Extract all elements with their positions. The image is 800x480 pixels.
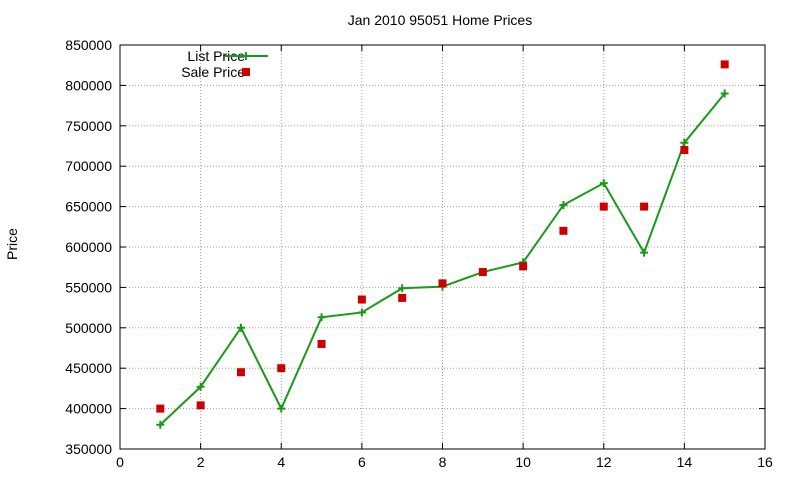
sale-price-point — [317, 339, 326, 348]
sale-price-point — [478, 268, 487, 277]
legend-label-sale-price: Sale Price — [181, 64, 245, 80]
x-tick-label: 12 — [596, 454, 612, 470]
y-tick-label: 800000 — [65, 77, 112, 93]
y-tick-label: 550000 — [65, 279, 112, 295]
y-tick-label: 650000 — [65, 199, 112, 215]
sale-price-point — [236, 368, 245, 377]
sale-price-point — [398, 293, 407, 302]
list-price-point — [317, 313, 326, 322]
list-price-point — [196, 382, 205, 391]
list-price-point — [680, 138, 689, 147]
sale-price-point — [277, 364, 286, 373]
x-tick-label: 4 — [277, 454, 285, 470]
x-tick-label: 0 — [116, 454, 124, 470]
sale-price-point — [357, 295, 366, 304]
x-tick-label: 16 — [757, 454, 773, 470]
sale-price-point — [519, 262, 528, 271]
list-price-point — [559, 200, 568, 209]
list-price-point — [720, 89, 729, 98]
x-tick-label: 8 — [439, 454, 447, 470]
y-tick-label: 600000 — [65, 239, 112, 255]
y-tick-label: 400000 — [65, 401, 112, 417]
list-price-point — [236, 323, 245, 332]
sale-price-point — [196, 401, 205, 410]
list-price-point — [398, 284, 407, 293]
list-price-point — [640, 248, 649, 257]
x-tick-label: 14 — [677, 454, 693, 470]
sale-price-point — [438, 279, 447, 288]
series-list-price — [156, 89, 729, 429]
legend-label-list-price: List Price — [187, 48, 245, 64]
sale-price-point — [720, 60, 729, 69]
sale-price-point — [599, 202, 608, 211]
sale-price-point — [680, 146, 689, 155]
sale-price-point — [156, 404, 165, 413]
y-tick-label: 350000 — [65, 441, 112, 457]
y-tick-label: 500000 — [65, 320, 112, 336]
sale-price-point — [559, 226, 568, 235]
legend-marker-list-price — [242, 52, 250, 60]
x-tick-label: 10 — [515, 454, 531, 470]
sale-price-point — [640, 202, 649, 211]
list-price-point — [599, 179, 608, 188]
y-tick-label: 700000 — [65, 158, 112, 174]
list-price-point — [357, 308, 366, 317]
chart-title: Jan 2010 95051 Home Prices — [347, 12, 533, 28]
series-sale-price — [156, 60, 729, 413]
x-tick-label: 2 — [197, 454, 205, 470]
grid — [120, 45, 765, 449]
legend-marker-sale-price — [242, 68, 250, 76]
y-tick-label: 750000 — [65, 118, 112, 134]
list-price-point — [277, 404, 286, 413]
x-tick-label: 6 — [358, 454, 366, 470]
y-tick-label: 850000 — [65, 37, 112, 53]
y-tick-label: 450000 — [65, 360, 112, 376]
list-price-point — [156, 420, 165, 429]
